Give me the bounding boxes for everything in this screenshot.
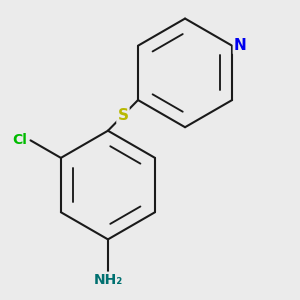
Text: S: S bbox=[118, 108, 128, 123]
Text: NH₂: NH₂ bbox=[93, 273, 123, 287]
Text: Cl: Cl bbox=[12, 134, 27, 147]
Text: N: N bbox=[234, 38, 247, 53]
